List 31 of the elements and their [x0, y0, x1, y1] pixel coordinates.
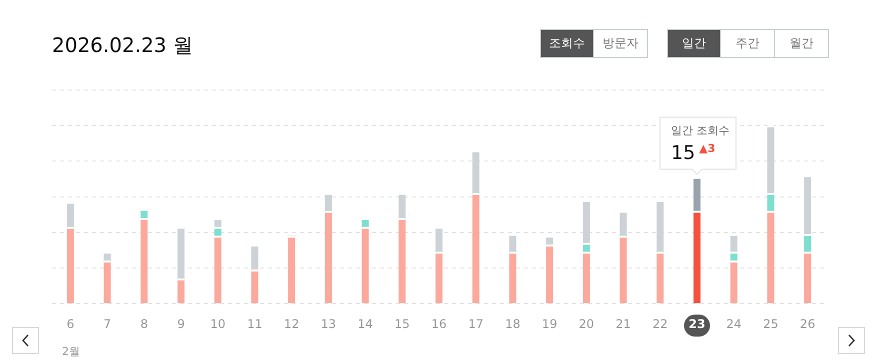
x-tick-label: 21 [616, 316, 631, 331]
chart-title: 2026.02.23 월 [52, 32, 193, 59]
x-tick-label: 24 [726, 316, 742, 331]
x-tick-label: 14 [358, 316, 373, 331]
x-tick-label: 19 [542, 316, 558, 331]
x-tick-label: 12 [284, 316, 300, 331]
x-tick-label: 11 [247, 316, 262, 331]
text: 월간 [775, 29, 829, 58]
x-tick-label: 17 [468, 316, 484, 331]
x-tick-label: 7 [103, 316, 112, 331]
text: 방문자 [594, 29, 648, 58]
x-tick-label: 26 [800, 316, 816, 331]
x-tick-label: 16 [431, 316, 447, 331]
text: 2월 [62, 344, 80, 359]
x-tick-label: 9 [177, 316, 185, 331]
x-tick-label: 20 [578, 316, 594, 331]
text: 일간 [667, 29, 721, 58]
x-tick-label: 18 [505, 316, 520, 331]
text: 조회수 [540, 29, 594, 58]
x-tick-label: 8 [140, 316, 148, 331]
annotation: 15 [671, 142, 696, 164]
x-tick-label: 15 [394, 316, 410, 331]
x-tick-label: 6 [66, 316, 74, 331]
annotation: 일간 조회수 [671, 124, 730, 138]
x-tick-label: 25 [763, 316, 778, 331]
x-tick-label: 22 [652, 316, 668, 331]
x-tick-label: 23 [688, 316, 706, 331]
text: 주간 [721, 29, 775, 58]
x-tick-label: 13 [320, 316, 336, 331]
annotation: ▲3 [699, 142, 716, 156]
x-tick-label: 10 [210, 316, 226, 331]
